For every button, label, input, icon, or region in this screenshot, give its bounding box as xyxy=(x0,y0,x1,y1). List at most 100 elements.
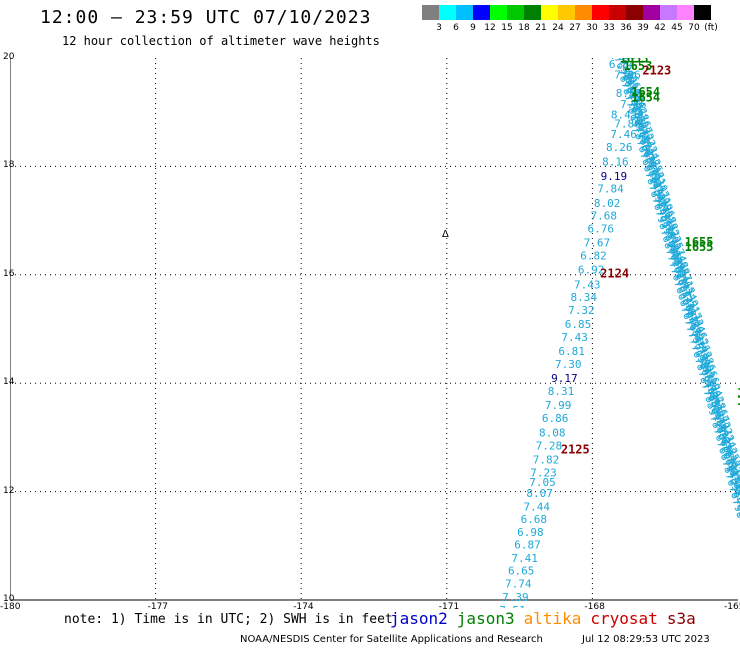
legend-label: 42 xyxy=(654,23,666,33)
swh-value: 8.02 xyxy=(594,197,621,210)
swh-value-dense: 7.99 xyxy=(728,473,740,503)
x-tick-label: -177 xyxy=(147,602,169,612)
x-tick-label: -171 xyxy=(438,602,460,612)
swh-value: 7.06 xyxy=(614,69,641,82)
swh-value: 7.41 xyxy=(511,552,538,565)
swh-value: 8.16 xyxy=(602,155,629,168)
pass-time-label: 1653 xyxy=(623,59,652,73)
legend-label: 45 xyxy=(671,23,683,33)
pass-time-label: 2123 xyxy=(642,63,671,77)
legend-label: 15 xyxy=(501,23,513,33)
legend-swatch xyxy=(524,5,541,20)
swh-value: 7.46 xyxy=(610,128,637,141)
pass-time-label: 1 xyxy=(737,394,740,408)
swh-value: 8.26 xyxy=(606,141,633,154)
satellite-legend: jason2 jason3 altika cryosat s3a xyxy=(390,609,705,628)
pass-time-label: 1654 xyxy=(631,85,660,99)
legend-swatch xyxy=(439,5,456,20)
legend-swatch xyxy=(609,5,626,20)
swh-value: 6.86 xyxy=(542,412,569,425)
legend-label: 70 xyxy=(688,23,700,33)
x-tick-label: -174 xyxy=(293,602,314,612)
legend-swatch xyxy=(592,5,609,20)
swh-value: 7.30 xyxy=(555,358,582,371)
swh-value: 7.23 xyxy=(530,466,557,479)
legend-swatch xyxy=(541,5,558,20)
y-tick-label: 14 xyxy=(3,377,15,388)
satellite-name: cryosat xyxy=(590,609,658,628)
island-marker: Δ xyxy=(442,229,449,240)
legend-swatch xyxy=(575,5,592,20)
pass-time-label: 1654 xyxy=(631,90,660,104)
map-subtitle: 12 hour collection of altimeter wave hei… xyxy=(62,34,380,48)
legend-swatch xyxy=(694,5,711,20)
swh-value-dense: 7.30 xyxy=(730,496,740,526)
legend-label: 12 xyxy=(484,23,496,33)
legend-swatch xyxy=(677,5,694,20)
legend-label: 21 xyxy=(535,23,547,33)
swh-value: 8.07 xyxy=(526,487,553,500)
swh-value: 7.43 xyxy=(574,278,601,291)
swh-value: 7.82 xyxy=(533,453,560,466)
swh-value: 9.19 xyxy=(601,170,628,183)
swh-value: 7.33 xyxy=(610,58,637,62)
pass-time-label: 2124 xyxy=(600,267,629,281)
generation-timestamp: Jul 12 08:29:53 UTC 2023 xyxy=(582,634,710,645)
y-tick-label: 16 xyxy=(3,268,15,279)
pass-time-label: 1655 xyxy=(685,240,714,254)
swh-value: 7.99 xyxy=(545,399,572,412)
swh-value: 6.68 xyxy=(521,513,548,526)
swh-value: 6.76 xyxy=(588,223,615,236)
swh-value: 7.67 xyxy=(584,237,611,250)
credit-line: NOAA/NESDIS Center for Satellite Applica… xyxy=(240,634,543,645)
swh-value: 6.84 xyxy=(609,58,636,71)
y-tick-label: 10 xyxy=(3,594,15,604)
swh-value: 8.43 xyxy=(611,109,638,122)
swh-value: 7.68 xyxy=(590,210,617,223)
legend-swatch xyxy=(626,5,643,20)
legend-label: 24 xyxy=(552,23,564,33)
legend-label: 33 xyxy=(603,23,615,33)
swh-value: 8.34 xyxy=(571,291,598,304)
legend-label: 27 xyxy=(569,23,581,33)
swh-value: 8.52 xyxy=(616,87,643,100)
swh-value: 8.08 xyxy=(539,426,566,439)
legend-label: 3 xyxy=(436,23,442,33)
legend-swatch xyxy=(422,5,439,20)
satellite-name: altika xyxy=(523,609,582,628)
units-note: note: 1) Time is in UTC; 2) SWH is in fe… xyxy=(64,612,393,627)
swh-value: 6.81 xyxy=(558,345,585,358)
pass-time-label: 2125 xyxy=(561,443,590,457)
legend-swatch xyxy=(473,5,490,20)
pass-time-label: 1655 xyxy=(685,235,714,249)
swh-value: 6.65 xyxy=(508,565,535,578)
swh-value: 7.74 xyxy=(505,578,532,591)
swh-value: 8.31 xyxy=(548,385,575,398)
legend-label: 18 xyxy=(518,23,530,33)
swh-value-dense: 8.31 xyxy=(733,509,740,539)
legend-label: 39 xyxy=(637,23,649,33)
swh-value: 6.87 xyxy=(514,539,541,552)
legend-label: (ft) xyxy=(704,23,718,33)
swh-value: 6.82 xyxy=(580,250,607,263)
legend-swatch xyxy=(558,5,575,20)
swh-value: 7.05 xyxy=(529,476,556,489)
swh-value: 7.28 xyxy=(536,439,563,452)
legend-swatch xyxy=(490,5,507,20)
legend-swatch xyxy=(660,5,677,20)
satellite-name: s3a xyxy=(666,609,696,628)
map-title: 12:00 – 23:59 UTC 07/10/2023 xyxy=(40,7,372,28)
legend-swatch xyxy=(643,5,660,20)
swh-value: 7.51 xyxy=(499,604,526,608)
legend-label: 6 xyxy=(453,23,459,33)
satellite-name: jason3 xyxy=(456,609,515,628)
x-tick-label: -165 xyxy=(724,602,740,612)
swh-value: 9.17 xyxy=(551,372,578,385)
swh-value: 6.85 xyxy=(565,318,592,331)
swh-value: 7.76 xyxy=(620,98,647,111)
y-tick-label: 20 xyxy=(3,52,15,62)
y-tick-label: 12 xyxy=(3,485,15,496)
swh-value: 7.44 xyxy=(523,501,550,514)
x-tick-label: -168 xyxy=(584,602,605,612)
legend-label: 30 xyxy=(586,23,598,33)
